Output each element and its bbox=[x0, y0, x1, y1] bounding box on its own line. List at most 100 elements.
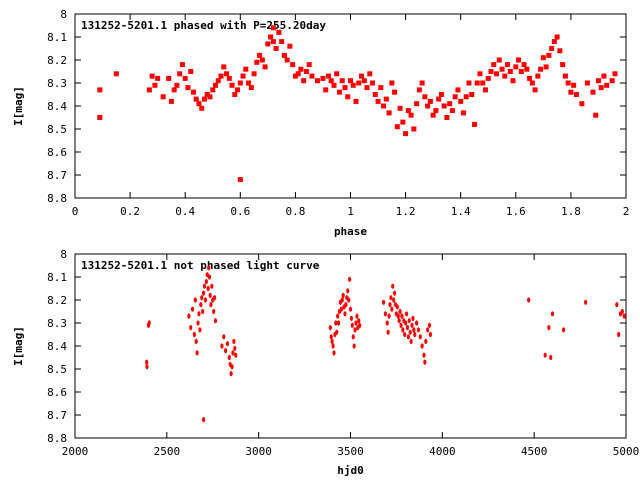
data-point bbox=[502, 73, 508, 79]
data-point bbox=[427, 98, 433, 104]
data-series bbox=[145, 265, 626, 423]
data-point bbox=[433, 108, 439, 114]
data-point bbox=[400, 119, 406, 125]
data-point bbox=[349, 315, 354, 321]
data-point bbox=[474, 80, 480, 86]
data-point bbox=[339, 306, 343, 312]
data-point bbox=[406, 334, 410, 340]
data-point bbox=[225, 341, 230, 347]
y-tick-label: 8.2 bbox=[47, 294, 67, 307]
data-point bbox=[257, 52, 263, 58]
data-point bbox=[408, 329, 412, 335]
x-tick-label: 0 bbox=[72, 205, 79, 218]
data-point bbox=[284, 57, 290, 63]
data-point bbox=[494, 71, 500, 77]
data-point bbox=[259, 57, 265, 63]
data-point bbox=[404, 320, 408, 326]
data-point bbox=[491, 62, 497, 68]
data-point bbox=[386, 110, 392, 116]
data-point bbox=[404, 311, 409, 317]
data-point bbox=[97, 87, 103, 93]
data-point bbox=[203, 297, 208, 303]
data-point bbox=[438, 92, 444, 97]
data-point bbox=[516, 57, 522, 63]
data-point bbox=[392, 297, 396, 303]
data-point bbox=[328, 78, 334, 84]
x-axis-label: phase bbox=[334, 225, 367, 238]
y-tick-label: 8 bbox=[60, 248, 67, 261]
data-point bbox=[398, 308, 402, 315]
data-point bbox=[403, 131, 409, 137]
data-point bbox=[407, 318, 411, 324]
data-point bbox=[356, 80, 362, 86]
data-point bbox=[386, 329, 390, 335]
data-point bbox=[320, 75, 326, 81]
data-point bbox=[193, 297, 197, 303]
data-point bbox=[449, 108, 455, 114]
x-tick-label: 1.8 bbox=[561, 205, 581, 218]
data-point bbox=[579, 101, 585, 107]
data-point bbox=[593, 112, 599, 118]
data-point bbox=[409, 338, 413, 344]
data-point bbox=[147, 320, 151, 326]
data-point bbox=[405, 325, 410, 331]
data-point bbox=[234, 352, 238, 358]
data-point bbox=[387, 313, 391, 319]
data-point bbox=[480, 80, 486, 86]
data-point bbox=[485, 75, 491, 81]
data-point bbox=[598, 85, 604, 91]
data-point bbox=[290, 62, 296, 68]
data-point bbox=[190, 89, 196, 95]
data-point bbox=[427, 322, 432, 328]
data-point bbox=[447, 101, 453, 107]
data-point bbox=[222, 334, 226, 340]
data-point bbox=[415, 320, 419, 326]
data-point bbox=[529, 80, 535, 86]
data-point bbox=[352, 343, 356, 349]
data-point bbox=[207, 265, 211, 271]
data-point bbox=[383, 96, 389, 102]
data-point bbox=[229, 371, 233, 377]
data-point bbox=[270, 39, 276, 45]
data-point bbox=[212, 295, 217, 301]
data-point bbox=[306, 62, 312, 68]
data-point bbox=[518, 69, 524, 74]
data-point bbox=[378, 85, 384, 91]
data-point bbox=[499, 66, 505, 72]
data-point bbox=[496, 57, 502, 63]
data-point bbox=[210, 283, 214, 289]
data-point bbox=[388, 302, 392, 308]
data-point bbox=[231, 350, 235, 356]
data-point bbox=[336, 89, 342, 95]
data-point bbox=[425, 103, 431, 109]
x-tick-label: 1.6 bbox=[506, 205, 526, 218]
data-point bbox=[546, 52, 552, 58]
x-tick-label: 0.2 bbox=[120, 205, 140, 218]
x-tick-label: 1.4 bbox=[451, 205, 471, 218]
data-point bbox=[381, 103, 387, 109]
data-point bbox=[113, 71, 119, 77]
data-point bbox=[339, 78, 345, 84]
data-point bbox=[351, 334, 355, 340]
data-point bbox=[347, 297, 351, 303]
data-point bbox=[189, 325, 193, 331]
data-point bbox=[565, 80, 571, 86]
x-tick-label: 2000 bbox=[62, 445, 89, 458]
data-point bbox=[179, 62, 185, 68]
data-point bbox=[615, 302, 619, 308]
data-point bbox=[301, 78, 307, 84]
data-point bbox=[394, 124, 400, 130]
data-point bbox=[354, 320, 358, 326]
plot-frame bbox=[74, 13, 627, 199]
data-point bbox=[196, 101, 202, 107]
data-point bbox=[279, 39, 285, 45]
data-point bbox=[543, 64, 549, 70]
data-point bbox=[325, 73, 331, 79]
data-point bbox=[248, 85, 254, 91]
data-point bbox=[196, 320, 200, 326]
data-point bbox=[622, 313, 626, 319]
data-point bbox=[370, 80, 376, 86]
data-point bbox=[202, 283, 207, 289]
data-point bbox=[155, 75, 161, 81]
data-point bbox=[174, 82, 180, 88]
